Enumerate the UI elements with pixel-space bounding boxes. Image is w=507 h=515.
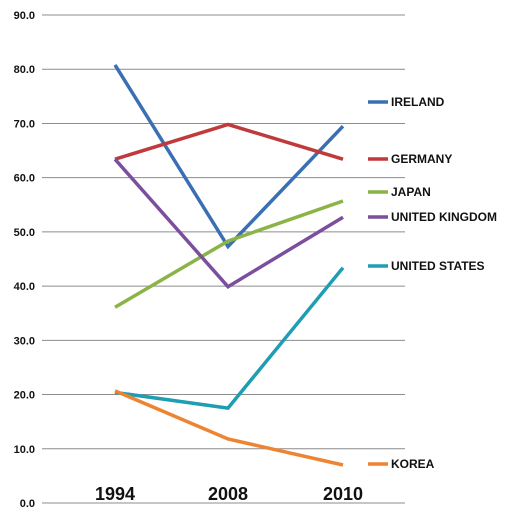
- y-tick-label: 20.0: [14, 390, 35, 402]
- legend-label: UNITED KINGDOM: [391, 210, 497, 224]
- y-tick-label: 70.0: [14, 118, 35, 130]
- gridlines: [42, 14, 405, 504]
- legend-item: IRELAND: [368, 95, 445, 109]
- series-line-united-states: [114, 266, 345, 410]
- legend-label: IRELAND: [391, 95, 445, 109]
- x-axis-tick-labels: 1994 2008 2010: [95, 484, 363, 504]
- series-line-korea: [114, 389, 344, 467]
- legend-item: KOREA: [368, 457, 435, 471]
- x-tick-label: 2008: [208, 484, 248, 504]
- legend-label: UNITED STATES: [391, 259, 485, 273]
- y-tick-label: 0.0: [20, 498, 35, 510]
- y-tick-label: 40.0: [14, 281, 35, 293]
- y-tick-label: 50.0: [14, 227, 35, 239]
- x-tick-label: 2010: [323, 484, 363, 504]
- legend-label: JAPAN: [391, 185, 431, 199]
- x-tick-label: 1994: [95, 484, 135, 504]
- y-tick-label: 80.0: [14, 64, 35, 76]
- series-line-united-kingdom: [113, 158, 344, 289]
- legend: IRELAND GERMANY JAPAN UNITED KINGDOM UNITED …: [368, 95, 497, 471]
- y-tick-label: 30.0: [14, 335, 35, 347]
- y-axis-tick-labels: 0.0 10.0 20.0 30.0 40.0 50.0 60.0 70.0 80.0 90.0: [14, 10, 35, 510]
- legend-item: UNITED STATES: [368, 259, 485, 273]
- series-lines: [113, 63, 345, 467]
- legend-item: JAPAN: [368, 185, 431, 199]
- legend-item: GERMANY: [368, 152, 452, 166]
- legend-label: KOREA: [391, 457, 435, 471]
- series-line-japan: [114, 199, 344, 309]
- y-tick-label: 90.0: [14, 10, 35, 22]
- y-tick-label: 60.0: [14, 173, 35, 185]
- legend-label: GERMANY: [391, 152, 452, 166]
- series-line-germany: [114, 122, 344, 161]
- legend-item: UNITED KINGDOM: [368, 210, 497, 224]
- series-line-ireland: [113, 63, 345, 250]
- y-tick-label: 10.0: [14, 444, 35, 456]
